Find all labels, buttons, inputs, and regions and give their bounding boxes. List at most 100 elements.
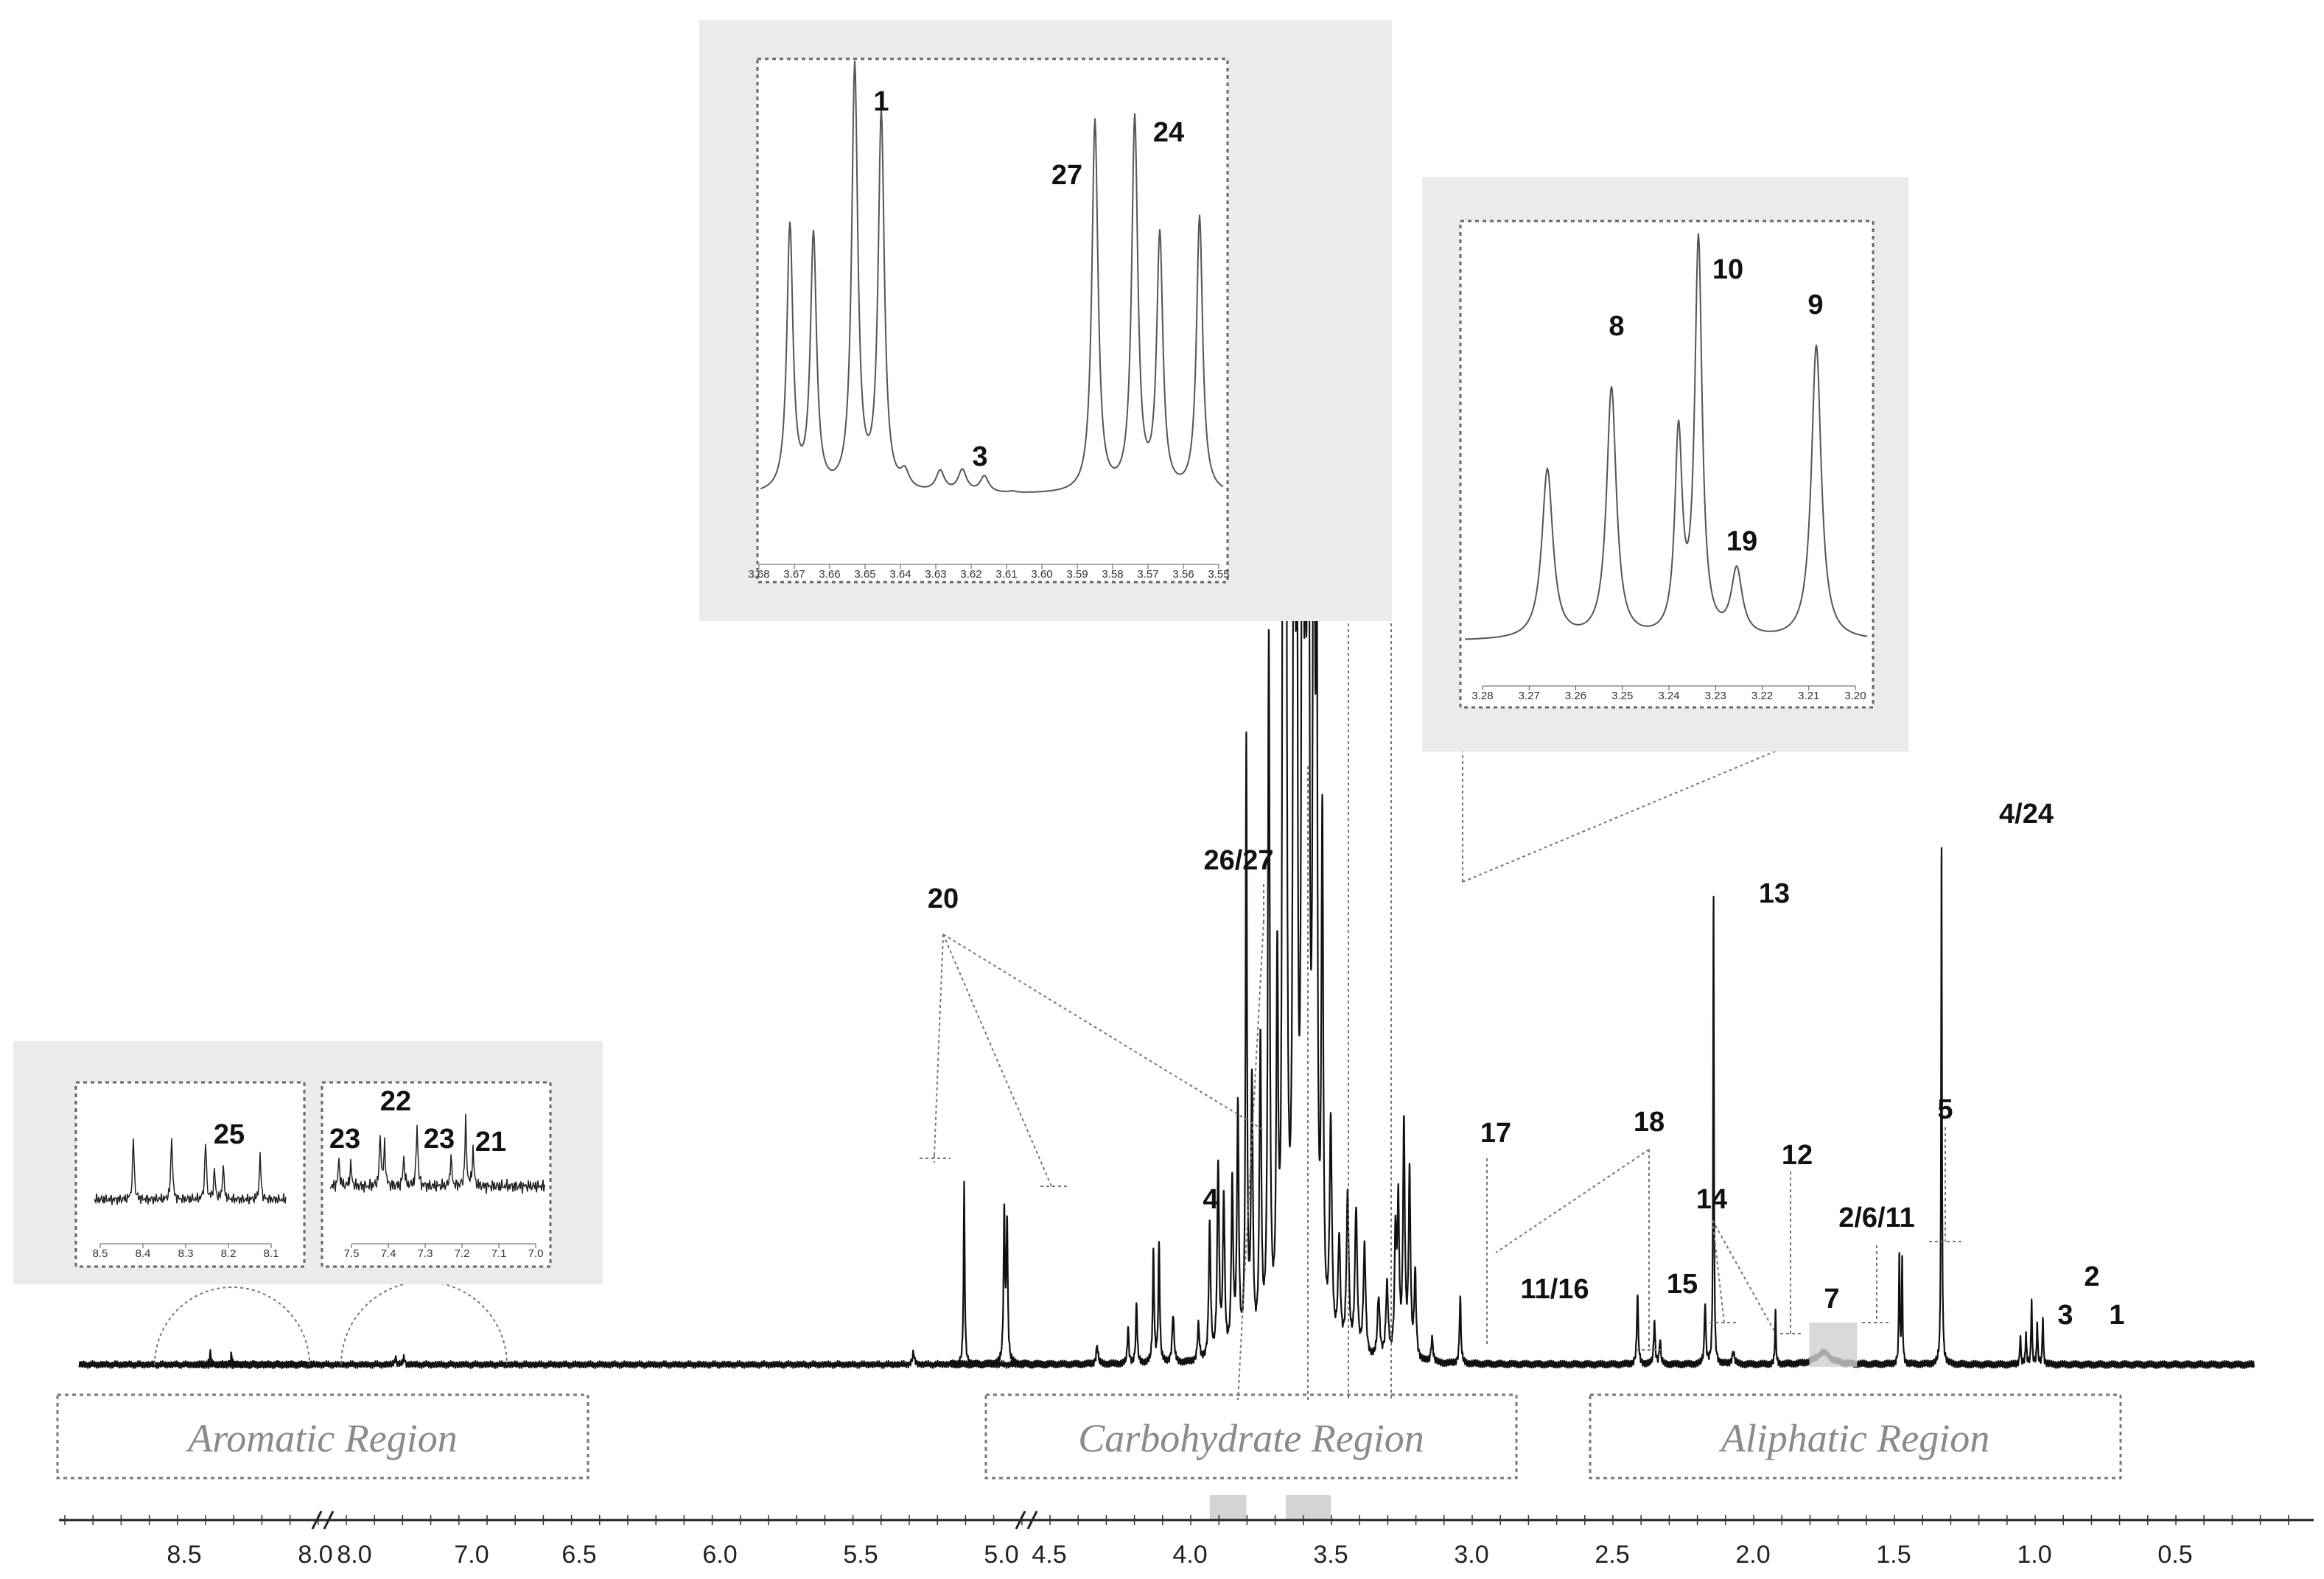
inset-tick-label: 3.23 [1705, 690, 1726, 702]
axis-tick-label: 5.5 [843, 1541, 878, 1569]
axis-break-mark [323, 1510, 335, 1530]
peak-label: 4/24 [1999, 799, 2054, 830]
inset-peak-label: 10 [1712, 254, 1743, 285]
axis-tick-label: 5.0 [984, 1541, 1018, 1569]
inset-tick-label: 3.21 [1798, 690, 1819, 702]
peak-label: 15 [1667, 1269, 1698, 1300]
inset-tick-label: 8.4 [136, 1247, 151, 1260]
inset-trace [329, 1113, 546, 1194]
axis-tick-label: 4.5 [1032, 1541, 1066, 1569]
inset-peak-label: 23 [424, 1124, 455, 1155]
region-box [984, 1393, 1518, 1480]
inset-tick-label: 3.28 [1471, 690, 1493, 702]
inset-tick-label: 3.26 [1565, 690, 1586, 702]
peak-label: 7 [1824, 1284, 1839, 1314]
inset-tick-label: 3.20 [1844, 690, 1866, 702]
inset-peak-label: 8 [1609, 311, 1624, 342]
inset-tick-label: 3.55 [1208, 568, 1229, 581]
region-label: Carbohydrate Region [1078, 1416, 1424, 1460]
inset-peak-label: 3 [972, 441, 987, 472]
leader-line [942, 934, 1266, 1132]
inset-trace [1465, 233, 1868, 640]
region-box [1589, 1393, 2122, 1480]
peak-label: 2/6/11 [1838, 1202, 1915, 1233]
axis-tick-label: 3.5 [1313, 1541, 1348, 1569]
peak-label: 3 [2057, 1300, 2073, 1331]
leader-line [934, 934, 944, 1156]
peak-label: 20 [928, 883, 959, 914]
peak-label: 11/16 [1521, 1274, 1589, 1305]
region-label: Aliphatic Region [1719, 1416, 1989, 1460]
peak-label: 5 [1937, 1094, 1953, 1125]
inset-tick-label: 7.1 [491, 1247, 507, 1260]
aromatic-zoom-arc [154, 1286, 310, 1365]
peak-label: 12 [1782, 1140, 1813, 1171]
aromatic-zoom-arc [340, 1281, 508, 1365]
axis-tick-label: 7.0 [454, 1541, 489, 1569]
inset-peak-label: 9 [1807, 290, 1823, 321]
axis-break-mark [1015, 1510, 1026, 1530]
inset-trace [760, 60, 1224, 493]
peak-label: 26/27 [1203, 845, 1273, 876]
inset-tick-label: 3.59 [1066, 568, 1088, 581]
inset-tick-label: 8.2 [221, 1247, 237, 1260]
peak-label: 4 [1203, 1184, 1218, 1215]
inset-tick-label: 3.58 [1102, 568, 1123, 581]
inset-peak-label: 25 [214, 1119, 245, 1150]
highlight-box-2-6-11 [1809, 1323, 1858, 1367]
inset-panels: 3.68 3.67 3.66 3.65 3.64 3.63 3.62 3.61 3.60 3.59… [13, 20, 1908, 1284]
inset-frame [1459, 220, 1875, 709]
inset-frame [74, 1081, 306, 1268]
ppm-axis: 8.5 8.0 8.0 7.0 6.5 6.0 5.5 5.0 4.5 4.0 3.5 3.0 2.5 2… [59, 1495, 2314, 1569]
inset-tick-label: 8.1 [264, 1247, 279, 1260]
peak-label: 2 [2084, 1261, 2099, 1292]
inset-tick-label: 3.24 [1658, 690, 1679, 702]
inset-tick-label: 3.64 [889, 568, 911, 581]
inset-peak-label: 27 [1051, 160, 1082, 191]
inset-peak-label: 23 [329, 1124, 360, 1155]
axis-tick-label: 8.0 [337, 1541, 371, 1569]
axis-shade-band [1209, 1495, 1247, 1520]
peak-label: 13 [1759, 878, 1790, 909]
inset-tick-label: 7.3 [418, 1247, 433, 1260]
leader-line [1495, 1149, 1650, 1253]
inset-trace [94, 1138, 287, 1205]
axis-tick-label: 6.0 [702, 1541, 737, 1569]
axis-tick-label: 4.0 [1172, 1541, 1207, 1569]
axis-tick-label: 8.0 [298, 1541, 332, 1569]
spectrum-layer [78, 43, 2255, 1369]
axis-tick-label: 2.0 [1735, 1541, 1770, 1569]
peak-label: 1 [2109, 1300, 2124, 1331]
spectrum-trace-mid [195, 1180, 1049, 1369]
inset-tick-label: 3.56 [1172, 568, 1194, 581]
inset-tick-label: 7.2 [455, 1247, 470, 1260]
inset-frame [756, 57, 1229, 584]
inset-peak-label: 19 [1726, 526, 1757, 557]
leader-line [1712, 1219, 1777, 1334]
inset-peak-label: 21 [475, 1127, 506, 1158]
inset-tick-label: 3.25 [1611, 690, 1633, 702]
axis-tick-label: 6.5 [561, 1541, 596, 1569]
inset-tick-label: 8.5 [93, 1247, 108, 1260]
axis-tick-label: 1.0 [2017, 1541, 2051, 1569]
inset-tick-label: 3.67 [783, 568, 805, 581]
inset-tick-label: 7.4 [381, 1247, 396, 1260]
inset-tick-label: 7.5 [344, 1247, 360, 1260]
region-box [56, 1393, 589, 1480]
inset-tick-label: 3.68 [748, 568, 769, 581]
inset-tick-label: 3.27 [1519, 690, 1540, 702]
axis-tick-label: 8.5 [167, 1541, 201, 1569]
peak-label: 17 [1480, 1118, 1511, 1149]
region-label: Aromatic Region [186, 1416, 457, 1460]
inset-tick-label: 8.3 [178, 1247, 194, 1260]
inset-tick-label: 7.0 [528, 1247, 544, 1260]
inset-tick-label: 3.63 [925, 568, 946, 581]
inset-frame [321, 1081, 552, 1268]
inset-tick-label: 3.60 [1031, 568, 1052, 581]
peak-label: 18 [1634, 1107, 1665, 1138]
inset-peak-label: 1 [873, 86, 889, 117]
axis-tick-label: 0.5 [2157, 1541, 2192, 1569]
peak-label: 14 [1696, 1184, 1727, 1215]
axis-break-mark [311, 1510, 323, 1530]
